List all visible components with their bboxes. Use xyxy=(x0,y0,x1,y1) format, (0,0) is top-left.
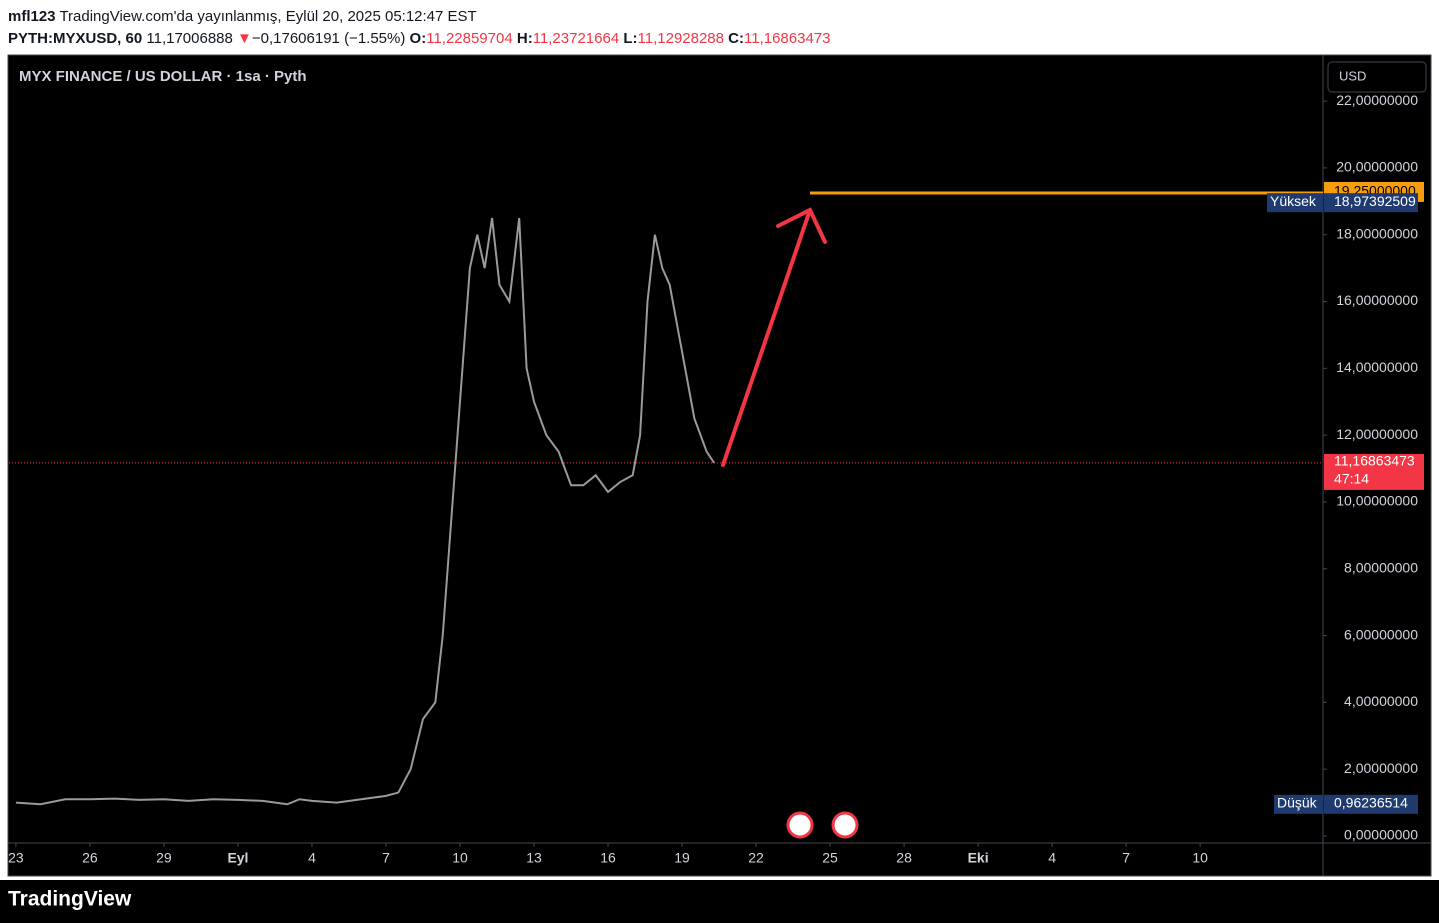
x-tick-label: 23 xyxy=(8,850,24,866)
h: 11,23721664 xyxy=(532,30,620,47)
c: 11,16863473 xyxy=(744,30,831,47)
high-label: 18,97392509 xyxy=(1334,193,1416,209)
x-tick-label: 7 xyxy=(382,850,390,866)
published: TradingView.com'da yayınlanmış, Eylül 20… xyxy=(59,8,477,25)
user: mfl123 xyxy=(8,8,56,25)
low-label: 0,96236514 xyxy=(1334,795,1408,811)
last-price-label: 11,16863473 xyxy=(1334,453,1415,469)
x-tick-label: 10 xyxy=(1192,850,1208,866)
x-tick-label: Eki xyxy=(968,850,989,866)
x-tick-label: 13 xyxy=(526,850,542,866)
events xyxy=(786,811,859,839)
high-name-box xyxy=(1267,193,1323,213)
y-tick-label: 10,00000000 xyxy=(1336,493,1418,509)
o: 11,22859704 xyxy=(426,30,513,47)
y-tick-label: 6,00000000 xyxy=(1344,626,1418,642)
countdown: 47:14 xyxy=(1334,471,1369,487)
chart-bg xyxy=(7,54,1432,877)
event-flag[interactable] xyxy=(831,811,859,839)
footer-logo: TradingView xyxy=(8,888,132,911)
currency-box[interactable] xyxy=(1327,61,1427,93)
y-tick-label: 18,00000000 xyxy=(1336,225,1418,241)
price: 11,17006888 xyxy=(146,30,233,47)
chart-title: MYX FINANCE / US DOLLAR · 1sa · Pyth xyxy=(19,68,307,85)
last-price-box xyxy=(1324,453,1424,490)
y-tick-label: 12,00000000 xyxy=(1336,426,1418,442)
high-box xyxy=(1324,193,1418,213)
c-label: C: xyxy=(728,30,744,47)
h-label: H: xyxy=(516,30,533,47)
price-line xyxy=(15,217,715,806)
high-name: Yüksek xyxy=(1270,193,1317,209)
arrow-drawing xyxy=(721,207,827,467)
y-tick-label: 0,00000000 xyxy=(1344,827,1418,843)
x-tick-label: 28 xyxy=(896,850,912,866)
header: mfl123 TradingView.com'da yayınlanmış, E… xyxy=(8,8,831,47)
o-label: O: xyxy=(409,30,427,47)
l: 11,12928288 xyxy=(637,30,724,47)
x-tick-label: 4 xyxy=(1048,850,1056,866)
y-tick-label: 8,00000000 xyxy=(1344,559,1418,575)
y-tick-label: 20,00000000 xyxy=(1336,159,1418,175)
x-tick-label: 16 xyxy=(600,850,616,866)
x-tick-label: 4 xyxy=(308,850,316,866)
x-tick-label: 22 xyxy=(748,850,764,866)
low-box xyxy=(1324,794,1418,814)
y-tick-label: 14,00000000 xyxy=(1336,359,1418,375)
y-tick-label: 16,00000000 xyxy=(1336,292,1418,308)
event-flag[interactable] xyxy=(786,811,814,839)
low-name: Düşük xyxy=(1277,795,1318,811)
x-tick-label: Eyl xyxy=(227,850,248,866)
footer-bg xyxy=(0,880,1439,923)
y-tick-label: 22,00000000 xyxy=(1336,92,1418,108)
x-tick-label: 26 xyxy=(82,850,98,866)
l-label: L: xyxy=(623,30,638,47)
symbol: PYTH:MYXUSD, 60 xyxy=(8,30,143,47)
x-tick-label: 7 xyxy=(1122,850,1130,866)
y-tick-label: 2,00000000 xyxy=(1344,760,1418,776)
low-name-box xyxy=(1274,794,1323,814)
x-tick-label: 29 xyxy=(156,850,172,866)
change: −0,17606191 (−1.55%) xyxy=(251,30,406,47)
x-tick-label: 10 xyxy=(452,850,468,866)
x-tick-label: 19 xyxy=(674,850,690,866)
currency[interactable]: USD xyxy=(1339,68,1366,83)
y-tick-label: 4,00000000 xyxy=(1344,693,1418,709)
x-tick-label: 25 xyxy=(822,850,838,866)
